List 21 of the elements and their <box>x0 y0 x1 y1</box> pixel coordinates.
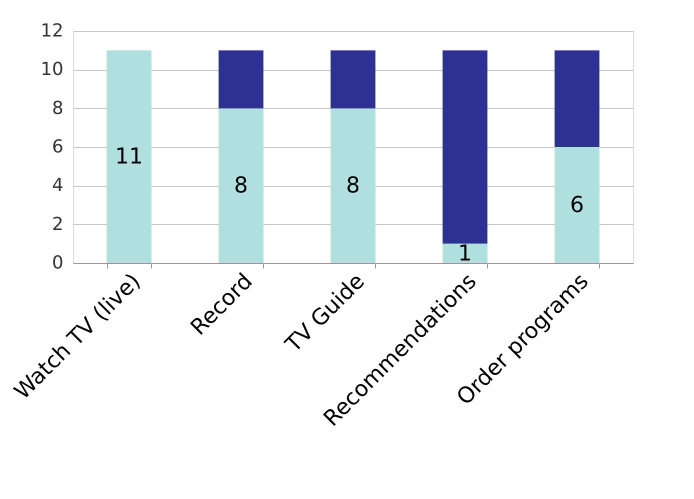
bar <box>106 50 152 263</box>
y-tick-label: 4 <box>52 175 64 196</box>
y-tick-label: 0 <box>52 252 64 274</box>
y-tick-label: 12 <box>40 20 64 42</box>
y-tick-label: 10 <box>40 59 64 80</box>
bar <box>330 108 376 263</box>
y-tick-label: 8 <box>52 98 64 119</box>
data-label: 8 <box>234 174 248 199</box>
bar <box>442 244 488 263</box>
bar <box>554 50 600 147</box>
data-label: 11 <box>115 144 143 170</box>
bar <box>330 50 376 108</box>
bar <box>218 50 264 108</box>
data-label: 8 <box>346 174 360 199</box>
bar <box>442 50 488 244</box>
data-label: 6 <box>570 193 584 218</box>
y-tick-label: 6 <box>52 136 64 158</box>
data-label: 1 <box>458 241 472 266</box>
bar <box>218 108 264 263</box>
y-tick-label: 2 <box>52 214 64 235</box>
bar <box>554 147 600 263</box>
